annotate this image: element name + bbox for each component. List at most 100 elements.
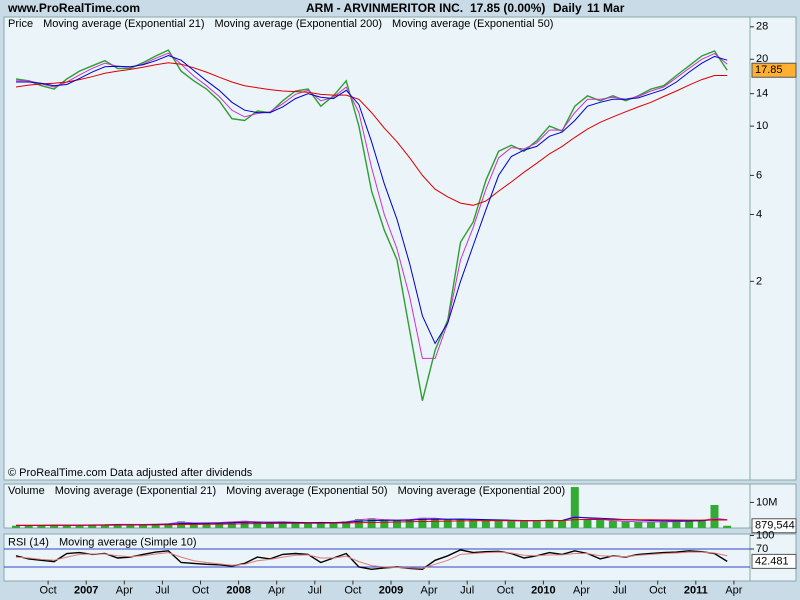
last-value-label: 879,544 xyxy=(755,520,795,532)
y-tick-label: 6 xyxy=(756,169,762,181)
quote: 17.85 (0.00%) xyxy=(470,1,545,15)
x-tick-label: Jul xyxy=(460,584,474,596)
volume-bar xyxy=(558,520,567,528)
volume-bar xyxy=(126,524,135,528)
volume-bar xyxy=(37,525,46,528)
legend-entry: Moving average (Exponential 50) xyxy=(392,18,553,30)
last-value-box xyxy=(751,553,797,569)
volume-bar xyxy=(88,524,97,528)
note: © ProRealTime.com Data adjusted after di… xyxy=(8,467,253,479)
last-value-label: 17.85 xyxy=(755,64,783,76)
series-line xyxy=(15,62,728,206)
x-tick-label: Oct xyxy=(344,584,361,596)
x-tick-label: Apr xyxy=(421,584,438,596)
volume-bar xyxy=(342,521,351,528)
volume-bar xyxy=(469,519,478,528)
volume-bar xyxy=(266,522,274,528)
volume-bar xyxy=(634,522,643,528)
volume-bar xyxy=(329,522,338,528)
x-tick-label: 2011 xyxy=(684,584,708,596)
volume-bar xyxy=(100,524,109,528)
volume-bar xyxy=(431,518,440,528)
volume-bar xyxy=(24,525,33,528)
x-tick-label: Oct xyxy=(497,584,514,596)
date: 11 Mar xyxy=(587,1,625,15)
x-tick-label: Jul xyxy=(613,584,627,596)
volume-bar xyxy=(405,519,414,528)
y-tick-label: 4 xyxy=(756,208,762,220)
symbol: ARM - ARVINMERITOR INC. xyxy=(306,1,463,15)
y-tick-label: 14 xyxy=(756,88,768,100)
price-panel xyxy=(3,16,751,481)
volume-bar xyxy=(710,504,719,528)
volume-bar xyxy=(481,520,490,528)
series-line xyxy=(16,519,728,526)
volume-bar xyxy=(685,520,694,528)
volume-bar xyxy=(672,521,681,528)
x-tick-label: Oct xyxy=(192,584,209,596)
legend-entry: Moving average (Exponential 21) xyxy=(55,485,216,497)
volume-bar xyxy=(456,518,465,528)
x-tick-label: Apr xyxy=(268,584,285,596)
volume-bar xyxy=(570,487,579,528)
y-tick-label: 10M xyxy=(756,496,777,508)
volume-bar xyxy=(393,520,401,528)
volume-bar xyxy=(380,519,389,528)
volume-bar xyxy=(494,520,503,528)
x-tick-label: 2007 xyxy=(74,584,98,596)
series-line xyxy=(15,551,728,569)
volume-bar xyxy=(443,519,452,528)
volume-bar xyxy=(659,522,668,528)
volume-bar xyxy=(532,520,541,528)
y-tick-label: 100 xyxy=(756,529,774,541)
volume-bar xyxy=(202,522,211,528)
volume-bar xyxy=(418,517,427,528)
volume-bar xyxy=(354,519,363,528)
volume-bar xyxy=(151,523,160,528)
price-axis-panel xyxy=(749,16,797,481)
last-value-label: 42.481 xyxy=(755,555,789,567)
volume-bar xyxy=(240,520,249,528)
x-tick-label: Oct xyxy=(649,584,666,596)
y-tick-label: 10 xyxy=(756,120,768,132)
y-tick-label: 2 xyxy=(756,275,762,287)
x-tick-label: Jul xyxy=(155,584,169,596)
volume-bar xyxy=(62,525,71,528)
volume-bar xyxy=(227,521,236,528)
y-tick-label: 20 xyxy=(756,53,768,65)
x-tick-label: 2009 xyxy=(379,584,403,596)
volume-bar xyxy=(50,524,59,528)
y-tick-label: 28 xyxy=(756,21,768,33)
legend-entry: Moving average (Exponential 200) xyxy=(398,485,566,497)
volume-bar xyxy=(520,521,528,528)
legend-entry: Moving average (Exponential 50) xyxy=(226,485,387,497)
volume-bar xyxy=(608,520,617,528)
volume-bar xyxy=(12,525,20,528)
x-tick-label: 2008 xyxy=(226,584,250,596)
x-tick-label: Oct xyxy=(40,584,57,596)
legend-entry: Moving average (Exponential 21) xyxy=(43,18,204,30)
volume-bar xyxy=(596,519,605,528)
volume-bar xyxy=(545,520,554,528)
legend-entry: Volume xyxy=(8,485,45,497)
volume-bar xyxy=(723,525,732,528)
volume-bar xyxy=(278,521,287,528)
volume-bar xyxy=(697,520,706,528)
legend-entry: Moving average (Exponential 200) xyxy=(215,18,383,30)
volume-bar xyxy=(621,521,630,528)
series-line xyxy=(16,54,728,345)
volume-bar xyxy=(139,524,147,528)
volume-bar xyxy=(164,523,173,528)
legend-entry: Price xyxy=(8,18,33,30)
volume-bar xyxy=(113,524,122,528)
x-tick-label: Apr xyxy=(725,584,742,596)
x-tick-label: Apr xyxy=(573,584,590,596)
volume-bar xyxy=(647,521,655,528)
volume-bar xyxy=(304,523,313,528)
last-value-box xyxy=(751,518,797,534)
x-tick-label: 2010 xyxy=(531,584,555,596)
volume-bar xyxy=(367,518,376,528)
volume-bar xyxy=(215,522,224,528)
